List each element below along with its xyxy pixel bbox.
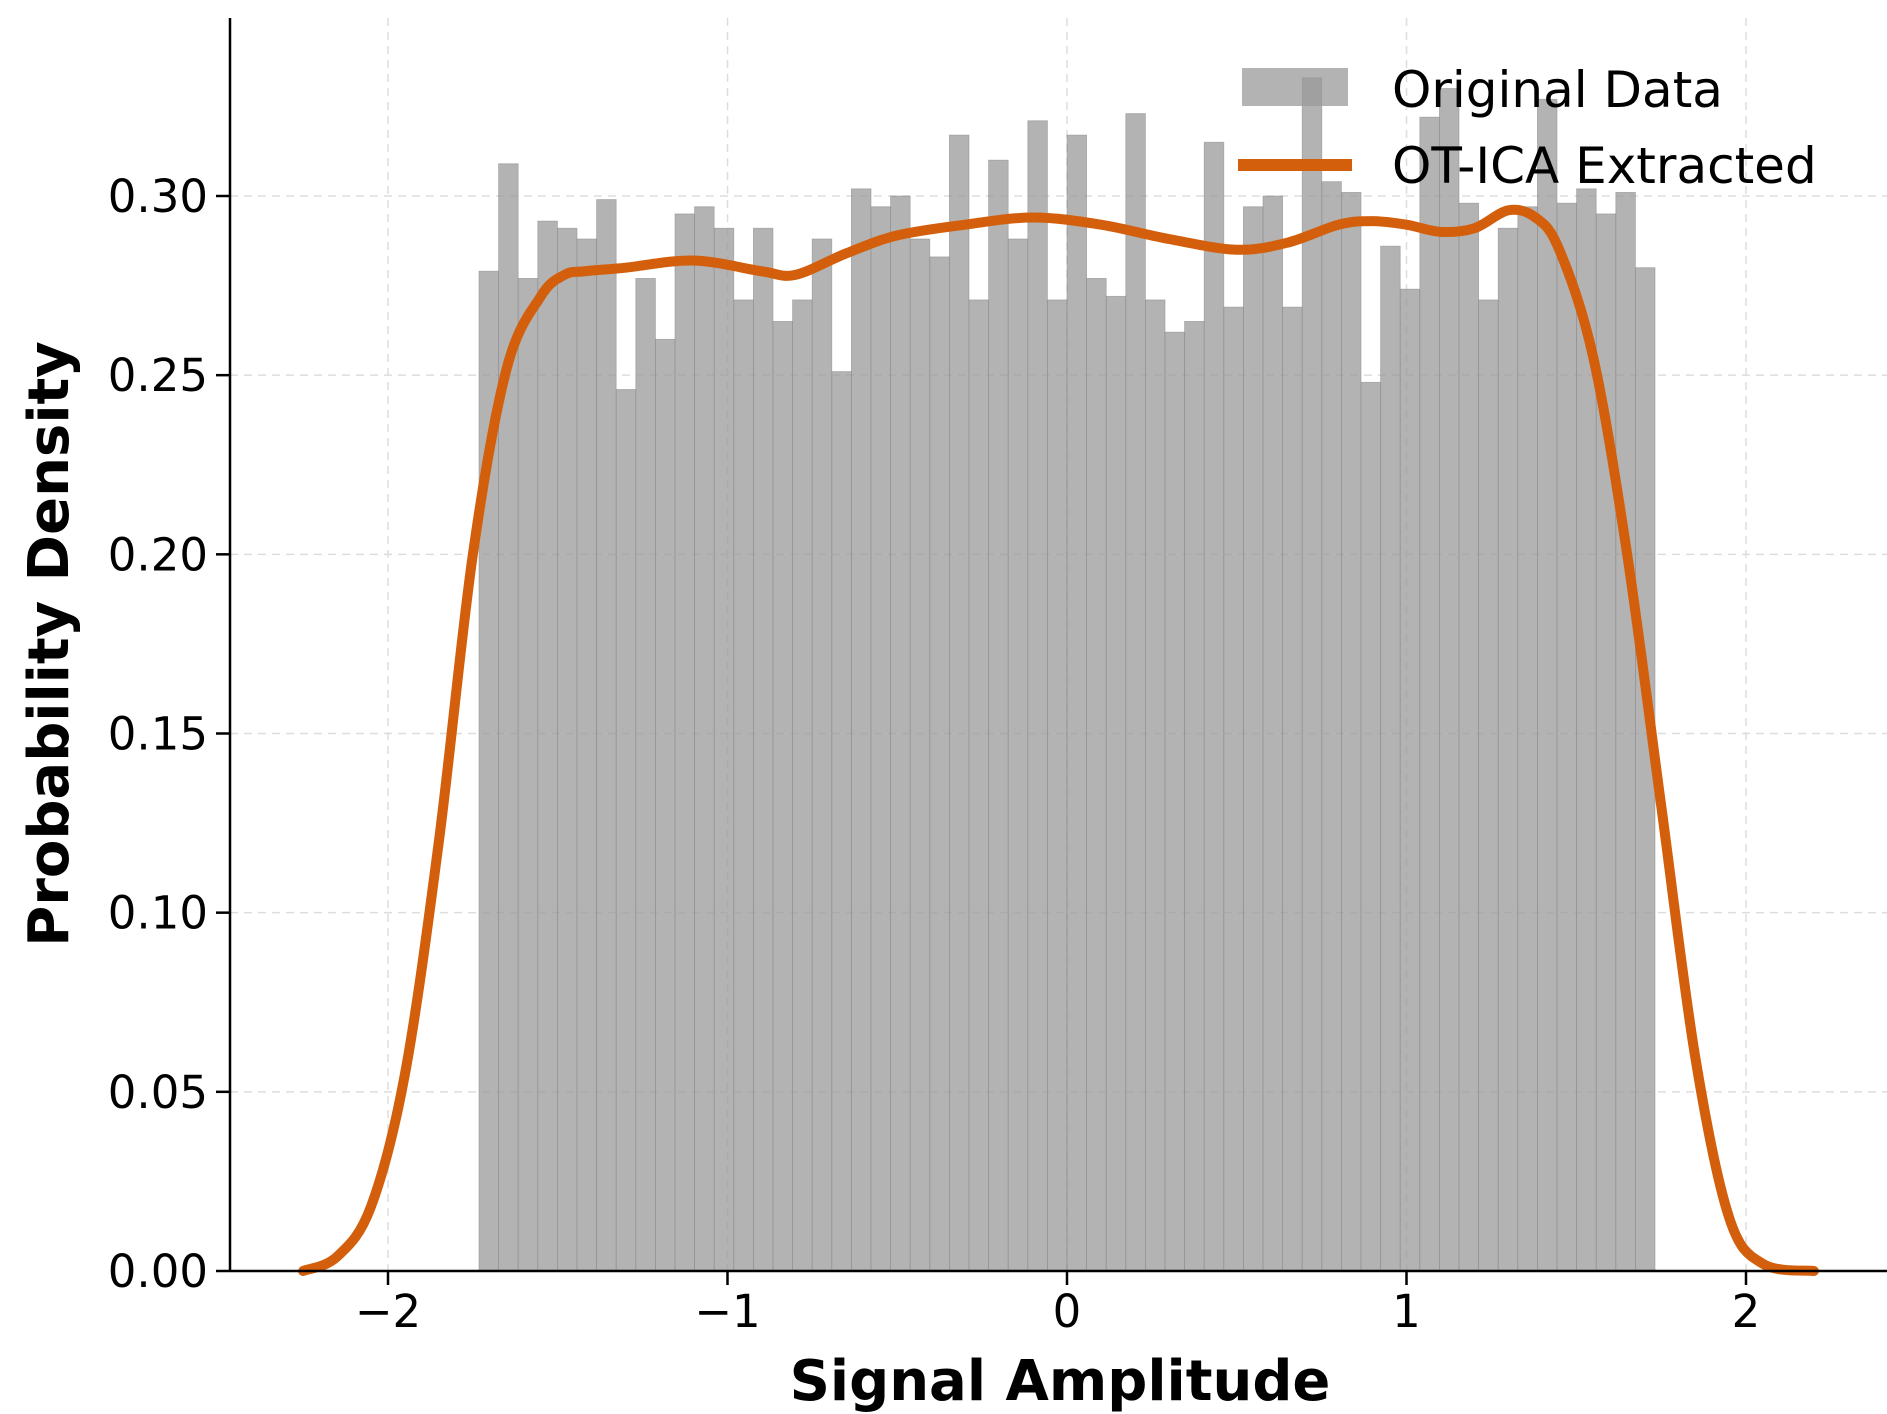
histogram-bar (1439, 88, 1460, 1272)
histogram-bar (929, 256, 950, 1272)
y-tick-label: 0.25 (108, 349, 208, 402)
x-tick-label: 0 (1053, 1285, 1082, 1338)
histogram-bar (556, 227, 578, 1272)
histogram-bar (1399, 288, 1421, 1272)
histogram-bar (1341, 192, 1362, 1272)
histogram-bar (811, 238, 833, 1272)
x-tick-label: −1 (694, 1285, 760, 1338)
histogram-bar (1086, 278, 1107, 1272)
y-tick-label: 0.30 (108, 170, 208, 223)
histogram-bar (694, 206, 715, 1272)
histogram-bar (615, 389, 637, 1272)
histogram-bar (870, 206, 891, 1272)
kde-line (298, 204, 1819, 1276)
histogram-bar (948, 134, 970, 1272)
histogram-bar (1360, 381, 1382, 1272)
y-tick-label: 0.05 (108, 1066, 208, 1119)
histogram-bar (1066, 134, 1088, 1272)
histogram-bar (1282, 306, 1303, 1272)
histogram-bar (517, 278, 539, 1272)
histogram-bar (1007, 238, 1029, 1272)
y-axis-label: Probability Density (17, 341, 82, 947)
histogram-bar (1556, 202, 1578, 1272)
histogram-bar (968, 299, 989, 1272)
histogram-bar (772, 321, 793, 1272)
histogram-bar (654, 338, 676, 1272)
histogram-bar (1125, 113, 1146, 1272)
x-tick-label: 1 (1392, 1285, 1421, 1338)
histogram-bar (890, 195, 911, 1272)
histogram-bar (1537, 98, 1558, 1272)
histogram-bar (1164, 331, 1186, 1272)
histogram-bar (1046, 299, 1068, 1272)
histogram-bar (713, 227, 735, 1272)
histogram-bar (1203, 141, 1225, 1272)
y-tick-label: 0.00 (108, 1245, 208, 1298)
legend-label-histogram: Original Data (1392, 61, 1723, 119)
y-ticks: 0.00 0.05 0.10 0.15 0.20 0.25 0.30 (108, 170, 230, 1298)
histogram-bar (792, 299, 813, 1272)
x-tick-label: −2 (355, 1285, 421, 1338)
histogram-bar (909, 238, 931, 1272)
histogram-bar (1105, 295, 1127, 1272)
histogram-bar (1458, 202, 1480, 1272)
histogram-bar (831, 371, 852, 1272)
histogram-bar (733, 299, 754, 1272)
histogram-bar (1419, 116, 1440, 1272)
histogram-bar (674, 213, 695, 1272)
histogram-bars (478, 77, 1656, 1272)
y-tick-label: 0.20 (108, 528, 208, 581)
kde-line-layer (298, 204, 1819, 1276)
histogram-bar (1184, 321, 1205, 1272)
histogram-bar (1321, 181, 1342, 1272)
histogram-bar (1145, 299, 1166, 1272)
histogram-bar (1223, 306, 1244, 1272)
histogram-bar (988, 159, 1009, 1272)
histogram-bar (596, 199, 617, 1272)
axes (228, 18, 1887, 1273)
legend-label-line: OT-ICA Extracted (1392, 137, 1817, 195)
y-tick-label: 0.10 (108, 887, 208, 940)
y-tick-label: 0.15 (108, 708, 208, 761)
legend-swatch-histogram (1242, 68, 1348, 106)
x-tick-label: 2 (1732, 1285, 1761, 1338)
histogram-bar (1301, 77, 1323, 1272)
histogram-bar (752, 227, 774, 1272)
histogram-bar (1497, 227, 1519, 1272)
histogram-bar (1243, 206, 1264, 1272)
histogram-bar (1262, 195, 1284, 1272)
histogram-bar (1380, 245, 1401, 1272)
x-ticks: −2 −1 0 1 2 (355, 1271, 1760, 1338)
histogram-bar (576, 238, 597, 1272)
histogram-bar (537, 220, 558, 1272)
histogram-bar (1478, 299, 1499, 1272)
histogram-bar (1615, 192, 1636, 1272)
histogram-bar (1027, 120, 1048, 1272)
histogram-bar (1517, 206, 1538, 1272)
histogram-bar (635, 278, 656, 1272)
legend: Original Data OT-ICA Extracted (1238, 61, 1817, 195)
x-axis-label: Signal Amplitude (790, 1349, 1331, 1414)
histogram-bar (850, 188, 872, 1272)
